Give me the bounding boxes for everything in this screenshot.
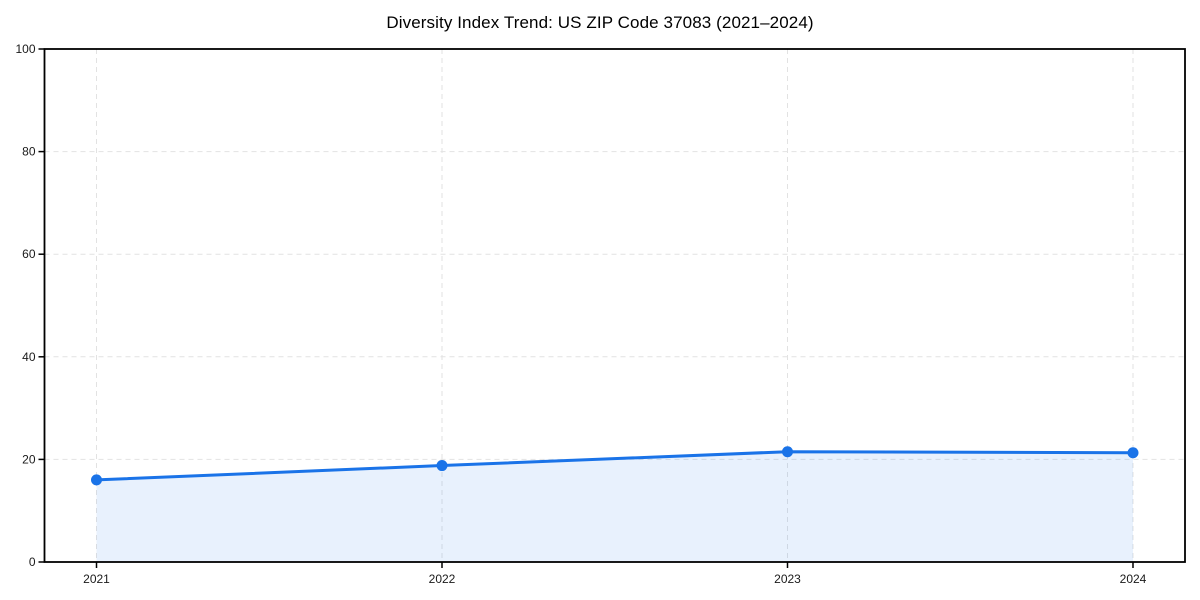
trend-line (95, 450, 1135, 482)
data-point (91, 474, 103, 486)
y-tick-label: 40 (22, 350, 36, 364)
data-point (781, 446, 793, 458)
y-tick-label: 0 (29, 555, 36, 569)
y-tick-label: 80 (22, 145, 36, 159)
x-tick-label: 2022 (429, 572, 456, 586)
y-tick-label: 100 (15, 42, 35, 56)
y-tick-label: 60 (22, 247, 36, 261)
x-tick-label: 2021 (83, 572, 110, 586)
data-point (1127, 447, 1139, 459)
x-tick-label: 2023 (774, 572, 801, 586)
chart-title: Diversity Index Trend: US ZIP Code 37083… (386, 13, 814, 32)
plot-border (43, 48, 1186, 563)
x-tick-label: 2024 (1120, 572, 1147, 586)
data-point (436, 460, 448, 472)
y-tick-label: 20 (22, 452, 36, 466)
area-fill (96, 451, 1133, 562)
